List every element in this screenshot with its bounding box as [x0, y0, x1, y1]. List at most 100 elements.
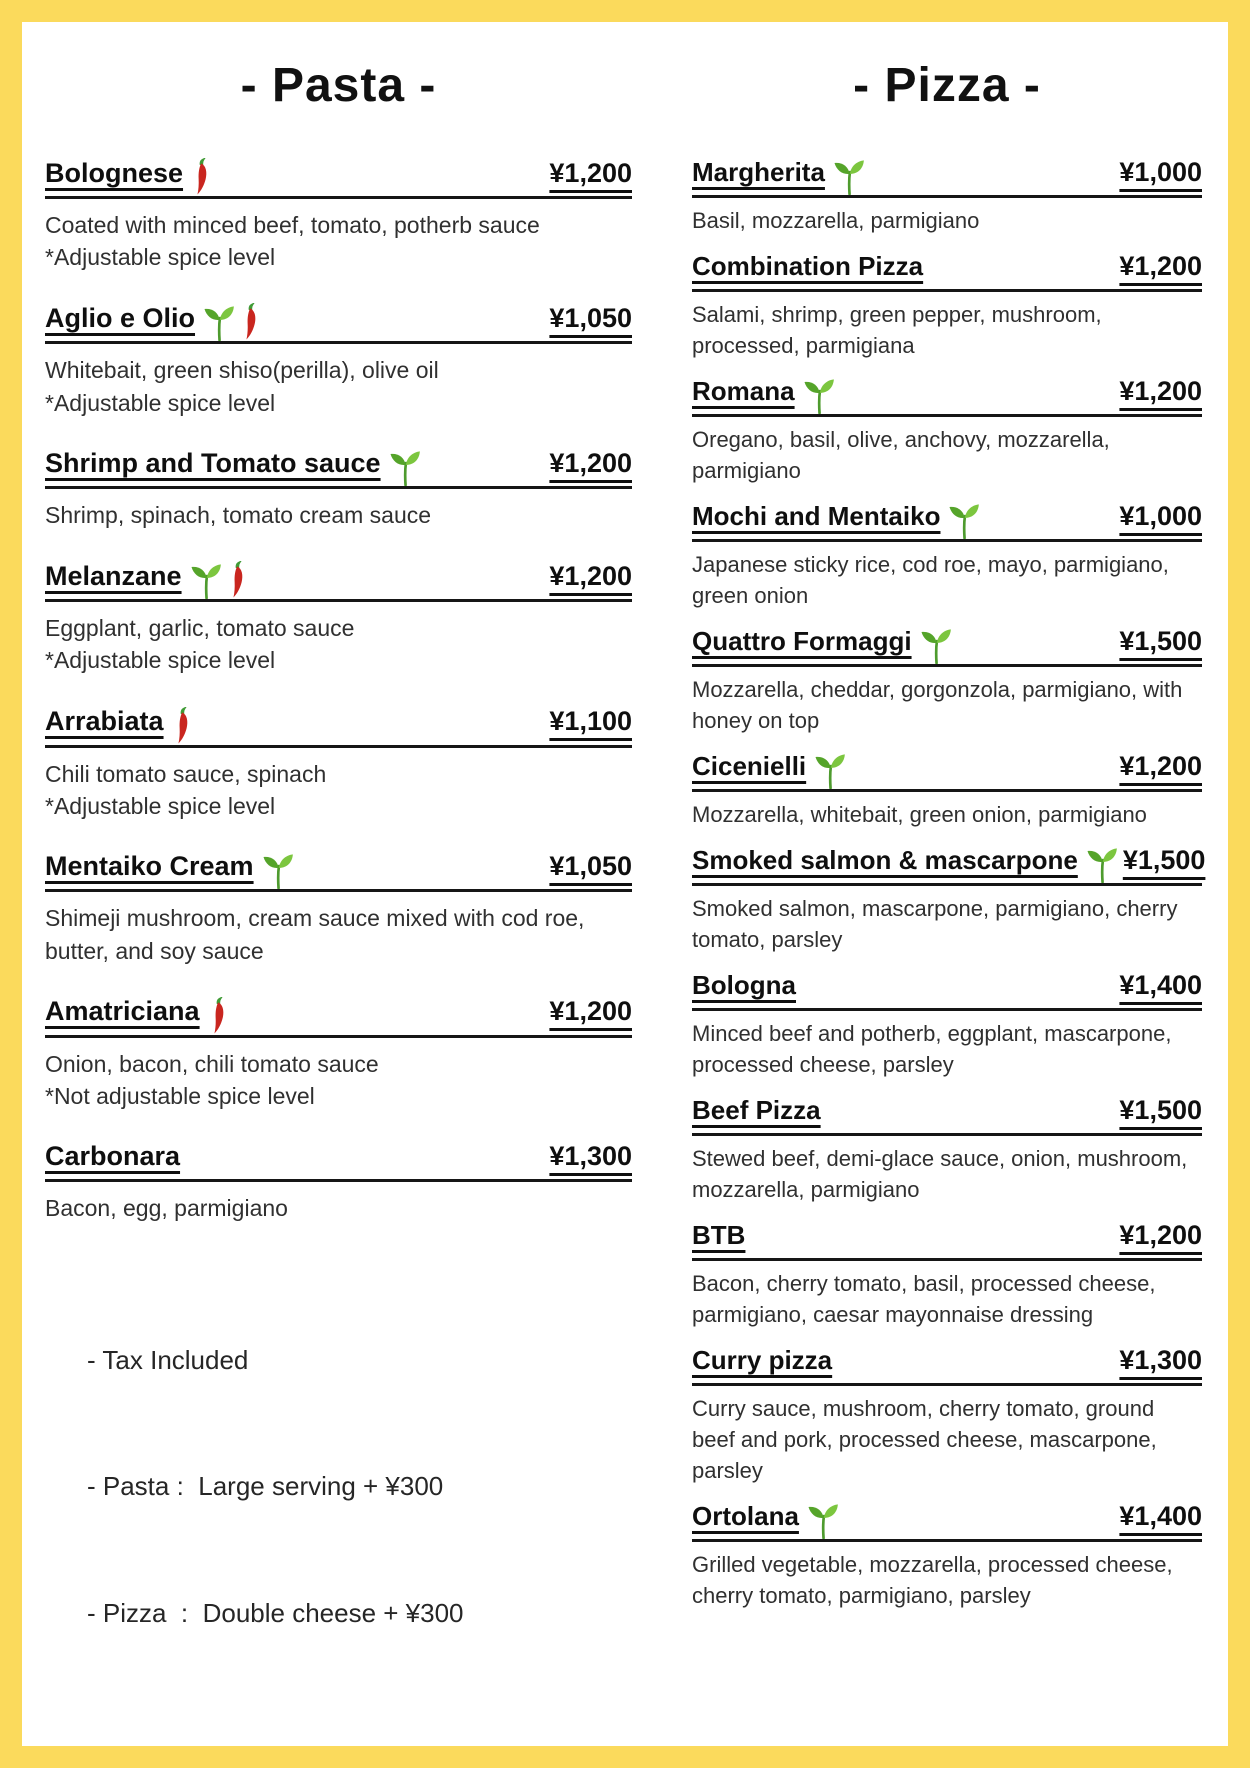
- sprout-leaf-icon: [815, 754, 846, 790]
- sprout-leaf-icon: [263, 854, 293, 890]
- item-description: Mozzarella, cheddar, gorgonzola, parmigi…: [692, 675, 1202, 737]
- menu-item: Mochi and Mentaiko ¥1,000 Japanese sticky…: [692, 502, 1202, 612]
- menu-item: Curry pizza ¥1,300 Curry sauce, mushroom, …: [692, 1344, 1202, 1487]
- item-price: ¥1,050: [549, 303, 632, 334]
- item-icons: [802, 378, 836, 415]
- item-name: Quattro Formaggi: [692, 626, 912, 656]
- item-icons: [261, 853, 295, 890]
- item-price: ¥1,200: [549, 447, 632, 478]
- item-description-line: Mozzarella, whitebait, green onion, parm…: [692, 802, 1147, 828]
- item-icons: [813, 753, 847, 790]
- menu-item: Arrabiata ¥1,100 Chili tomato sauce, spin…: [45, 706, 632, 822]
- item-icons: [388, 450, 422, 487]
- sprout-leaf-icon: [804, 379, 834, 415]
- sprout-leaf-icon: [204, 306, 234, 342]
- menu-item-header: Cicenielli ¥1,200: [692, 752, 1202, 793]
- item-description: Japanese sticky rice, cod roe, mayo, par…: [692, 550, 1202, 612]
- item-name: BTB: [692, 1219, 746, 1250]
- item-name: Margherita: [692, 157, 825, 188]
- item-name: Bologna: [692, 970, 796, 1001]
- menu-item: Aglio e Olio ¥1,050 Whitebait, green shis…: [45, 303, 632, 418]
- item-price: ¥1,200: [549, 157, 632, 188]
- note-pasta-large-serving: - Pasta : Large serving + ¥300: [87, 1471, 444, 1502]
- menu-item-header: Combination Pizza ¥1,200: [692, 252, 1202, 293]
- item-description: Shrimp, spinach, tomato cream sauce: [45, 499, 632, 531]
- item-description-line: Salami, shrimp, green pepper, mushroom, …: [692, 302, 1102, 359]
- menu-item: Combination Pizza ¥1,200 Salami, shrimp, g…: [692, 252, 1202, 362]
- item-price: ¥1,050: [549, 851, 632, 882]
- menu-item-header: Arrabiata ¥1,100: [45, 706, 632, 748]
- menu-item-header: Bolognese ¥1,200: [45, 158, 632, 199]
- menu-sheet: - Pasta - Bolognese ¥1,200 Coated with mi…: [22, 22, 1228, 1746]
- item-description: Smoked salmon, mascarpone, parmigiano, c…: [692, 894, 1202, 956]
- item-description-line: Bacon, cherry tomato, basil, processed c…: [692, 1271, 1156, 1327]
- item-price: ¥1,200: [1119, 1219, 1202, 1250]
- item-description-line: Onion, bacon, chili tomato sauce: [45, 1050, 379, 1077]
- item-price: ¥1,400: [1119, 969, 1202, 1000]
- item-description-line: Stewed beef, demi-glace sauce, onion, mu…: [692, 1146, 1188, 1203]
- pizza-section: - Pizza - Margherita ¥1,000 Basil, mozzar…: [692, 22, 1205, 1746]
- menu-item-header: Beef Pizza ¥1,500: [692, 1094, 1202, 1137]
- item-description-line: Bacon, egg, parmigiano: [45, 1195, 288, 1222]
- item-name: Mentaiko Cream: [45, 851, 254, 882]
- sprout-leaf-icon: [921, 629, 951, 665]
- item-description: Coated with minced beef, tomato, potherb…: [45, 209, 632, 273]
- chili-icon: [246, 303, 256, 340]
- menu-item: Mentaiko Cream ¥1,050 Shimeji mushroom, c…: [45, 852, 632, 967]
- item-name: Carbonara: [45, 1141, 181, 1172]
- menu-item-header: Melanzane ¥1,200: [45, 561, 632, 603]
- item-description: Eggplant, garlic, tomato sauce *Adjustabl…: [45, 612, 632, 676]
- item-description-line: Chili tomato sauce, spinach: [45, 760, 327, 787]
- item-name: Ortolana: [692, 1500, 799, 1531]
- item-price: ¥1,200: [549, 996, 632, 1027]
- menu-item: Carbonara ¥1,300 Bacon, egg, parmigiano: [45, 1142, 632, 1225]
- item-description: Bacon, egg, parmigiano: [45, 1192, 632, 1224]
- sprout-leaf-icon: [949, 504, 980, 540]
- item-price: ¥1,000: [1119, 157, 1202, 187]
- item-description-line: Whitebait, green shiso(perilla), olive o…: [45, 357, 439, 384]
- item-name: Curry pizza: [692, 1344, 833, 1375]
- item-icons: [832, 159, 866, 196]
- item-icons: [1085, 847, 1119, 884]
- menu-item: Amatriciana ¥1,200 Onion, bacon, chili to…: [45, 996, 632, 1112]
- item-description: Whitebait, green shiso(perilla), olive o…: [45, 354, 632, 418]
- item-description: Chili tomato sauce, spinach *Adjustable s…: [45, 758, 632, 822]
- item-description-line: Curry sauce, mushroom, cherry tomato, gr…: [692, 1396, 1157, 1483]
- item-description-line: Shrimp, spinach, tomato cream sauce: [45, 502, 432, 529]
- item-price: ¥1,500: [1122, 845, 1206, 876]
- item-name: Beef Pizza: [692, 1094, 821, 1125]
- item-description-line: Coated with minced beef, tomato, potherb…: [45, 212, 540, 238]
- menu-item-header: Quattro Formaggi ¥1,500: [692, 626, 1202, 668]
- pasta-section: - Pasta - Bolognese ¥1,200 Coated with mi…: [45, 22, 632, 1746]
- menu-item: Cicenielli ¥1,200 Mozzarella, whitebait, …: [692, 752, 1202, 831]
- menu-item: Quattro Formaggi ¥1,500 Mozzarella, chedd…: [692, 627, 1202, 737]
- menu-item-header: Mentaiko Cream ¥1,050: [45, 851, 632, 893]
- sprout-leaf-icon: [1087, 848, 1117, 884]
- item-description-line: *Adjustable spice level: [45, 647, 276, 674]
- menu-item-header: Bologna ¥1,400: [692, 969, 1202, 1012]
- item-description-line: Mozzarella, cheddar, gorgonzola, parmigi…: [692, 677, 1183, 734]
- item-description: Salami, shrimp, green pepper, mushroom, …: [692, 300, 1202, 362]
- item-description: Minced beef and potherb, eggplant, masca…: [692, 1019, 1202, 1081]
- item-description: Oregano, basil, olive, anchovy, mozzarel…: [692, 425, 1202, 487]
- item-name: Smoked salmon & mascarpone: [692, 845, 1078, 876]
- item-icons: [202, 303, 259, 342]
- item-price: ¥1,000: [1119, 501, 1202, 532]
- pizza-title: - Pizza -: [853, 59, 1041, 112]
- item-price: ¥1,300: [549, 1141, 632, 1172]
- item-description-line: Eggplant, garlic, tomato sauce: [45, 615, 355, 642]
- item-name: Aglio e Olio: [45, 303, 196, 334]
- sprout-leaf-icon: [390, 451, 420, 487]
- chili-icon: [197, 158, 207, 195]
- item-description: Bacon, cherry tomato, basil, processed c…: [692, 1269, 1202, 1331]
- menu-item-header: Smoked salmon & mascarpone ¥1,500: [692, 845, 1205, 887]
- menu-item: Margherita ¥1,000 Basil, mozzarella, parm…: [692, 158, 1202, 237]
- menu-item-header: Mochi and Mentaiko ¥1,000: [692, 501, 1202, 543]
- sprout-leaf-icon: [808, 1504, 838, 1539]
- item-description-line: Basil, mozzarella, parmigiano: [692, 208, 980, 234]
- menu-item-header: Aglio e Olio ¥1,050: [45, 303, 632, 345]
- item-description: Mozzarella, whitebait, green onion, parm…: [692, 800, 1202, 831]
- menu-notes: - Tax Included - Pasta : Large serving +…: [87, 1255, 632, 1718]
- menu-item: BTB ¥1,200 Bacon, cherry tomato, basil, pr…: [692, 1219, 1202, 1331]
